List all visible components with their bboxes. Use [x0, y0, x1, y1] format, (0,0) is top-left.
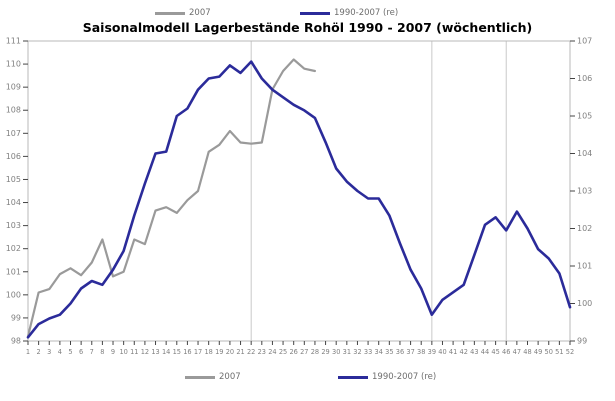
x-axis-tick-label: 34: [375, 348, 383, 356]
left-axis-tick-label: 104: [6, 198, 21, 207]
legend-label-1990-2007-bottom: 1990-2007 (re): [372, 372, 437, 382]
x-axis-tick-label: 7: [90, 348, 94, 356]
x-axis-tick-label: 47: [513, 348, 521, 356]
x-axis-tick-label: 36: [396, 348, 404, 356]
x-axis-tick-label: 37: [406, 348, 414, 356]
x-axis-tick-label: 3: [47, 348, 51, 356]
legend-top-item-2007: 2007: [155, 7, 211, 19]
series-line-1990-2007-re-: [26, 60, 572, 339]
x-axis-tick-label: 32: [353, 348, 361, 356]
chart-title: Saisonalmodell Lagerbestände Rohöl 1990 …: [82, 20, 533, 35]
x-axis-tick-label: 46: [502, 348, 510, 356]
x-axis-tick-label: 2: [37, 348, 41, 356]
x-axis-tick-label: 42: [460, 348, 468, 356]
x-axis-tick-label: 28: [311, 348, 319, 356]
x-axis-tick-label: 19: [215, 348, 223, 356]
plot-border: [27, 40, 571, 342]
right-axis-tick-label: 100: [577, 299, 592, 308]
left-axis-tick-label: 107: [6, 129, 21, 138]
right-axis-tick-label: 105: [577, 112, 592, 121]
x-axis-tick-label: 22: [247, 348, 255, 356]
x-axis-tick-label: 31: [343, 348, 351, 356]
x-axis-tick-label: 1: [26, 348, 30, 356]
x-axis-tick-label: 29: [321, 348, 329, 356]
left-axis-tick-label: 106: [6, 152, 21, 161]
legend-line-swatch-1990-2007: [300, 11, 330, 15]
x-axis-tick-label: 16: [183, 348, 191, 356]
x-axis-tick-label: 33: [364, 348, 372, 356]
x-axis-tick-label: 4: [58, 348, 62, 356]
left-axis-tick-label: 98: [11, 337, 21, 346]
x-axis-tick-label: 10: [119, 348, 127, 356]
x-axis-tick-label: 38: [417, 348, 425, 356]
x-axis-tick-label: 18: [204, 348, 212, 356]
x-axis-tick-label: 20: [226, 348, 234, 356]
right-axis-tick-label: 102: [577, 224, 592, 233]
x-axis-tick-label: 24: [268, 348, 276, 356]
legend-label-1990-2007: 1990-2007 (re): [334, 8, 399, 18]
legend-line-swatch-2007: [155, 11, 185, 15]
x-axis-tick-label: 44: [481, 348, 489, 356]
left-axis-tick-label: 99: [11, 313, 21, 322]
legend-line-swatch-2007-bottom: [185, 375, 215, 379]
x-axis-tick-label: 11: [130, 348, 138, 356]
legend-bottom-item-1990-2007: 1990-2007 (re): [338, 371, 436, 383]
x-axis-tick-label: 27: [300, 348, 308, 356]
legend-label-2007: 2007: [189, 8, 211, 18]
right-axis-tick-label: 99: [577, 337, 587, 346]
right-axis-tick-label: 101: [577, 262, 592, 271]
x-axis-tick-label: 49: [534, 348, 542, 356]
x-axis-tick-label: 13: [151, 348, 159, 356]
x-axis-tick-label: 39: [428, 348, 436, 356]
right-axis-tick-label: 107: [577, 37, 592, 46]
left-axis-tick-label: 101: [6, 267, 21, 276]
left-axis-tick-label: 108: [6, 106, 21, 115]
left-axis-tick-label: 100: [6, 290, 21, 299]
x-axis-tick-label: 35: [385, 348, 393, 356]
x-axis-tick-label: 40: [438, 348, 446, 356]
left-axis-tick-label: 109: [6, 83, 21, 92]
series-line-2007: [26, 58, 316, 338]
x-axis-tick-label: 14: [162, 348, 170, 356]
x-axis-tick-label: 12: [141, 348, 149, 356]
x-axis-tick-label: 9: [111, 348, 115, 356]
x-axis-tick-label: 51: [555, 348, 563, 356]
left-axis-tick-label: 102: [6, 244, 21, 253]
x-axis-tick-label: 17: [194, 348, 202, 356]
legend-bottom-item-2007: 2007: [185, 371, 241, 383]
x-axis-tick-label: 41: [449, 348, 457, 356]
legend-top-item-1990-2007: 1990-2007 (re): [300, 7, 398, 19]
legend-line-swatch-1990-2007-bottom: [338, 375, 368, 379]
right-axis-tick-label: 104: [577, 149, 592, 158]
left-axis-tick-label: 103: [6, 221, 21, 230]
legend-label-2007-bottom: 2007: [219, 372, 241, 382]
x-axis-tick-label: 8: [100, 348, 104, 356]
x-axis-tick-label: 15: [173, 348, 181, 356]
x-axis-tick-label: 21: [236, 348, 244, 356]
x-axis-tick-label: 50: [545, 348, 553, 356]
left-axis-tick-label: 105: [6, 175, 21, 184]
x-axis-tick-label: 5: [68, 348, 72, 356]
right-axis-tick-label: 106: [577, 74, 592, 83]
left-axis-tick-label: 111: [6, 37, 21, 46]
x-axis-tick-label: 52: [566, 348, 574, 356]
x-axis-tick-label: 6: [79, 348, 83, 356]
x-axis-tick-label: 48: [523, 348, 531, 356]
x-axis-tick-label: 30: [332, 348, 340, 356]
x-axis-tick-label: 23: [258, 348, 266, 356]
x-axis-tick-label: 45: [491, 348, 499, 356]
x-axis-tick-label: 43: [470, 348, 478, 356]
x-axis-tick-label: 25: [279, 348, 287, 356]
right-axis-tick-label: 103: [577, 187, 592, 196]
x-axis-tick-label: 26: [289, 348, 297, 356]
left-axis-tick-label: 110: [6, 60, 21, 69]
